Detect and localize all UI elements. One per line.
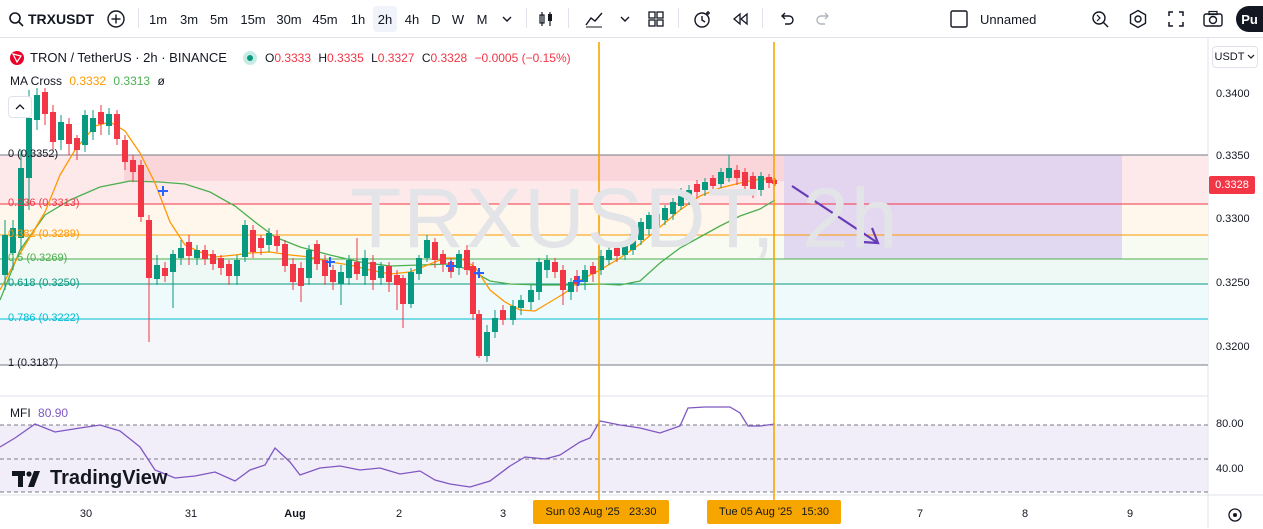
main-legend: TRON / TetherUS · 2h · BINANCE O0.3333 H… bbox=[10, 50, 575, 65]
ma-cross-legend[interactable]: MA Cross 0.3332 0.3313 ø bbox=[10, 74, 165, 88]
time-tick: Aug bbox=[284, 508, 306, 520]
redo-icon[interactable] bbox=[812, 6, 836, 32]
fib-zone-0786-1 bbox=[0, 319, 1208, 365]
price-tick: 0.3350 bbox=[1216, 150, 1250, 162]
tron-logo-icon bbox=[10, 50, 24, 65]
add-symbol-icon[interactable] bbox=[104, 6, 128, 32]
interval-1m[interactable]: 1m bbox=[148, 11, 168, 27]
time-tick: 8 bbox=[1021, 508, 1029, 520]
indicators-menu-chevron-icon[interactable] bbox=[616, 6, 634, 32]
price-tick: 0.3400 bbox=[1216, 88, 1250, 100]
alert-icon[interactable] bbox=[690, 6, 714, 32]
layout-name[interactable]: Unnamed bbox=[980, 11, 1037, 27]
chevron-down-icon[interactable] bbox=[498, 6, 516, 32]
interval-w[interactable]: W bbox=[451, 11, 465, 27]
mfi-line bbox=[0, 406, 776, 488]
interval-15m[interactable]: 15m bbox=[240, 11, 266, 27]
fib-label-1: 1 (0.3187) bbox=[8, 357, 59, 369]
symbol-name[interactable]: TRXUSDT bbox=[28, 11, 95, 27]
collapse-legend-button[interactable] bbox=[8, 96, 32, 118]
time-tick: 3 bbox=[499, 508, 507, 520]
fib-label-0618: 0.618 (0.3250) bbox=[8, 277, 80, 289]
currency-chevron-icon bbox=[1248, 54, 1255, 59]
interval-30m[interactable]: 30m bbox=[276, 11, 302, 27]
ma-cross-markers bbox=[158, 186, 583, 286]
reset-icon[interactable] bbox=[1226, 506, 1244, 524]
time-tick: 31 bbox=[184, 508, 198, 520]
top-toolbar: TRXUSDT 1m 3m 5m 15m 30m 45m 1h 2h 4h D … bbox=[0, 0, 1263, 38]
interval-45m[interactable]: 45m bbox=[312, 11, 338, 27]
layout-icon[interactable] bbox=[948, 6, 970, 32]
mfi-tick: 80.00 bbox=[1216, 418, 1244, 430]
indicators-icon[interactable] bbox=[582, 6, 606, 32]
fib-label-0236: 0.236 (0.3313) bbox=[8, 197, 80, 209]
time-tick: 7 bbox=[916, 508, 924, 520]
current-price-tag: 0.3328 bbox=[1209, 176, 1255, 194]
undo-icon[interactable] bbox=[774, 6, 798, 32]
brand-name: TradingView bbox=[50, 467, 168, 489]
price-tick: 0.3200 bbox=[1216, 341, 1250, 353]
settings-icon[interactable] bbox=[1126, 6, 1150, 32]
time-tick: 2 bbox=[395, 508, 403, 520]
tradingview-logo: TradingView bbox=[12, 467, 167, 490]
forecast-arrow bbox=[791, 185, 880, 245]
chart-canvas[interactable] bbox=[0, 38, 1263, 528]
quick-search-icon[interactable] bbox=[1088, 6, 1112, 32]
instrument-title[interactable]: TRON / TetherUS · 2h · BINANCE bbox=[30, 50, 227, 65]
camera-icon[interactable] bbox=[1200, 6, 1226, 32]
time-tick: 9 bbox=[1126, 508, 1134, 520]
search-icon[interactable] bbox=[6, 6, 26, 32]
interval-1h[interactable]: 1h bbox=[350, 11, 366, 27]
price-tick: 0.3250 bbox=[1216, 277, 1250, 289]
fib-label-05: 0.5 (0.3269) bbox=[8, 252, 68, 264]
interval-4h[interactable]: 4h bbox=[404, 11, 420, 27]
symbol-watermark: TRXUSDT, 2h bbox=[350, 171, 900, 265]
interval-m[interactable]: M bbox=[476, 11, 488, 27]
currency-selector[interactable]: USDT bbox=[1212, 46, 1258, 68]
fib-label-0: 0 (0.3352) bbox=[8, 148, 59, 160]
target-zone-box bbox=[784, 155, 1122, 259]
pink-zone-box bbox=[124, 155, 784, 181]
interval-d[interactable]: D bbox=[431, 11, 441, 27]
time-highlight-2: Tue 05 Aug '25 15:30 bbox=[707, 500, 841, 524]
time-highlight-1: Sun 03 Aug '25 23:30 bbox=[533, 500, 669, 524]
fib-label-0382: 0.382 (0.3289) bbox=[8, 228, 80, 240]
mfi-legend[interactable]: MFI 80.90 bbox=[10, 406, 69, 420]
fib-zone-0618-0786 bbox=[0, 284, 1208, 319]
candles-icon[interactable] bbox=[534, 6, 558, 32]
publish-button[interactable]: Pu bbox=[1236, 6, 1263, 32]
time-tick: 30 bbox=[79, 508, 93, 520]
interval-5m[interactable]: 5m bbox=[209, 11, 229, 27]
interval-2h[interactable]: 2h bbox=[373, 6, 397, 32]
ohlc-values: O0.3333 H0.3335 L0.3327 C0.3328 −0.0005 … bbox=[264, 50, 571, 65]
mfi-tick: 40.00 bbox=[1216, 463, 1244, 475]
fullscreen-icon[interactable] bbox=[1164, 6, 1188, 32]
market-status-dot bbox=[242, 50, 257, 65]
templates-icon[interactable] bbox=[644, 6, 668, 32]
price-tick: 0.3300 bbox=[1216, 213, 1250, 225]
replay-icon[interactable] bbox=[728, 6, 752, 32]
interval-3m[interactable]: 3m bbox=[179, 11, 199, 27]
tv-logo-icon bbox=[12, 470, 40, 487]
fib-label-0786: 0.786 (0.3222) bbox=[8, 312, 80, 324]
